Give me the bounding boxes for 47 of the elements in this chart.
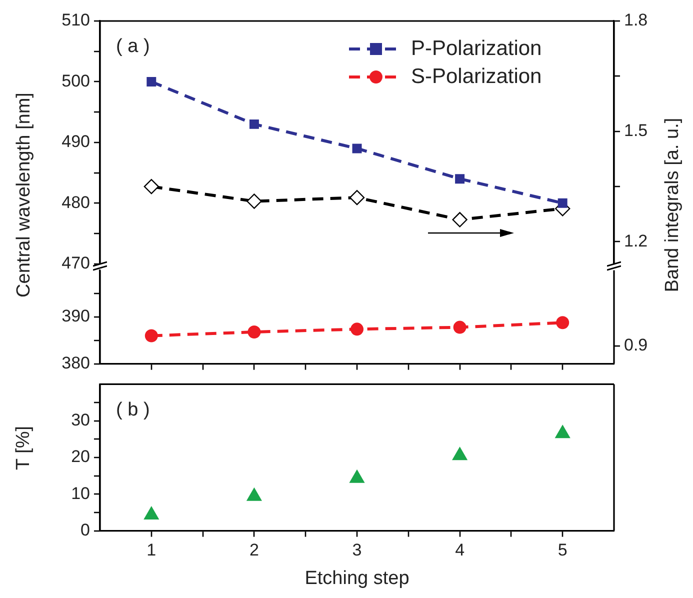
legend-label: P-Polarization xyxy=(411,37,542,61)
annotation: ( b ) xyxy=(116,399,150,420)
y2-axis-title: Band integrals [a. u.] xyxy=(662,118,684,292)
point xyxy=(555,425,570,438)
legend-label: S-Polarization xyxy=(411,65,542,89)
y2-tick-label: 1.2 xyxy=(624,231,648,250)
y-tick-label: 490 xyxy=(62,132,90,152)
point xyxy=(248,325,261,338)
y2-tick-label: 1.5 xyxy=(624,121,648,140)
point xyxy=(556,316,570,330)
x-tick-label: 5 xyxy=(558,540,568,560)
point xyxy=(455,174,465,184)
point xyxy=(249,119,259,129)
point xyxy=(144,506,159,520)
point xyxy=(349,190,365,206)
y-tick-label: 390 xyxy=(62,306,90,326)
point xyxy=(144,329,158,342)
annotation: ( a ) xyxy=(116,36,150,58)
y-tick-label: 20 xyxy=(71,447,90,466)
y-tick-label: 10 xyxy=(71,484,90,503)
x-tick-label: 4 xyxy=(455,540,465,560)
point xyxy=(246,194,262,209)
y-tick-label: 380 xyxy=(62,353,90,372)
x-tick-label: 2 xyxy=(249,540,259,560)
point xyxy=(146,76,156,86)
point xyxy=(352,144,362,154)
y-tick-label: 30 xyxy=(71,410,90,430)
point xyxy=(558,198,568,208)
point xyxy=(144,178,159,194)
y-axis-title: Central wavelength [nm] xyxy=(12,92,35,298)
y-tick-label: 470 xyxy=(62,253,90,272)
y-tick-label: 510 xyxy=(62,10,90,30)
point xyxy=(452,212,468,228)
point xyxy=(452,447,468,460)
y-tick-label: 480 xyxy=(62,192,90,212)
point xyxy=(350,470,364,483)
point xyxy=(350,322,364,336)
point xyxy=(453,320,466,334)
x-tick-label: 3 xyxy=(352,540,362,560)
y2-tick-label: 1.8 xyxy=(624,10,648,30)
y-axis-title: T [%] xyxy=(13,426,35,470)
point xyxy=(246,488,262,501)
x-axis-title: Etching step xyxy=(304,568,410,589)
text: 0.9 xyxy=(624,336,648,355)
y-tick-label: 500 xyxy=(62,71,90,90)
y-tick-label: 0 xyxy=(80,520,90,540)
x-tick-label: 1 xyxy=(146,540,156,560)
